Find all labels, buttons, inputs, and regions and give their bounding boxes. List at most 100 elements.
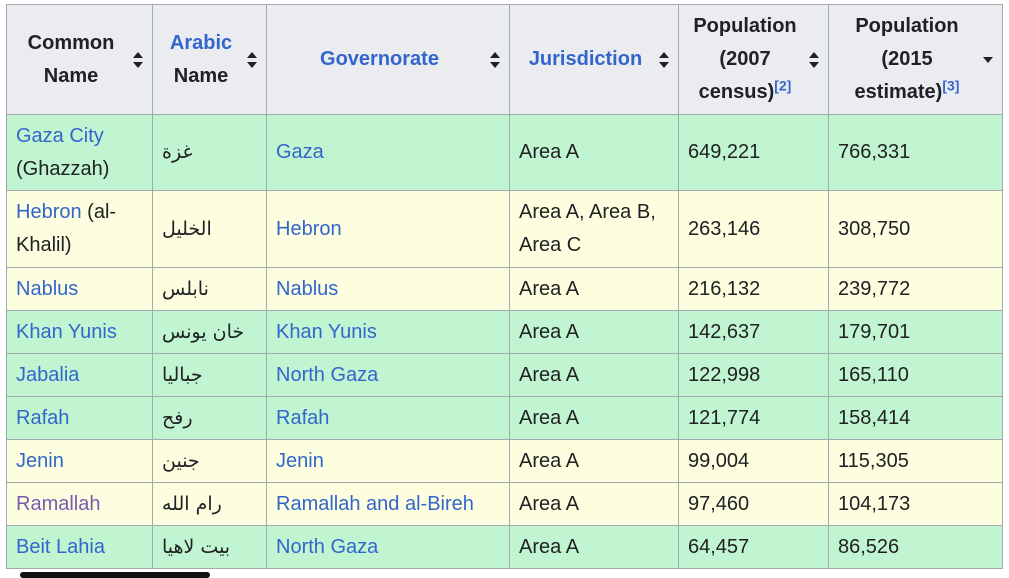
cell-arabic-name: غزة — [152, 114, 267, 191]
city-link[interactable]: Gaza City — [16, 124, 104, 147]
city-link[interactable]: Nablus — [16, 277, 79, 300]
city-link[interactable]: Jabalia — [16, 363, 80, 386]
population-2007: 122,998 — [688, 363, 761, 386]
jurisdiction-text: Area A — [519, 535, 580, 558]
cell-jurisdiction: Area A — [509, 525, 679, 569]
population-2015: 104,173 — [838, 492, 911, 515]
sort-icon[interactable] — [809, 51, 819, 68]
governorate-link[interactable]: Khan Yunis — [276, 320, 377, 343]
header-label: Population (2007 census) — [693, 15, 797, 103]
reference-link[interactable]: [3] — [942, 77, 960, 94]
population-2007: 97,460 — [688, 492, 750, 515]
scroll-indicator — [20, 572, 210, 578]
header-link-governorate[interactable]: Governorate — [320, 48, 439, 70]
cell-population-2015: 158,414 — [828, 396, 1003, 440]
cell-jurisdiction: Area A — [509, 439, 679, 483]
cell-population-2015: 239,772 — [828, 267, 1003, 311]
governorate-link[interactable]: Jenin — [276, 449, 324, 472]
cell-jurisdiction: Area A, Area B, Area C — [509, 190, 679, 268]
governorate-link[interactable]: North Gaza — [276, 535, 379, 558]
population-2007: 263,146 — [688, 217, 761, 240]
header-arabic-name[interactable]: Arabic Name — [152, 4, 267, 115]
cell-governorate: Khan Yunis — [266, 310, 510, 354]
population-2015: 158,414 — [838, 406, 911, 429]
header-population-2015[interactable]: Population (2015 estimate)[3] — [828, 4, 1003, 115]
cell-population-2015: 165,110 — [828, 353, 1003, 397]
population-2015: 86,526 — [838, 535, 900, 558]
header-link-arabic[interactable]: Arabic — [169, 31, 233, 54]
cell-governorate: North Gaza — [266, 525, 510, 569]
reference-link[interactable]: [2] — [774, 77, 792, 94]
cell-jurisdiction: Area A — [509, 353, 679, 397]
cell-population-2007: 99,004 — [678, 439, 829, 483]
cell-population-2015: 104,173 — [828, 482, 1003, 526]
city-link[interactable]: Hebron — [16, 201, 82, 223]
sort-icon[interactable] — [490, 51, 500, 68]
governorate-link[interactable]: Hebron — [276, 217, 342, 240]
cell-population-2007: 121,774 — [678, 396, 829, 440]
cell-population-2007: 216,132 — [678, 267, 829, 311]
header-label: Common Name — [27, 31, 115, 87]
population-2007: 64,457 — [688, 535, 750, 558]
header-common-name[interactable]: Common Name — [6, 4, 153, 115]
jurisdiction-text: Area A — [519, 277, 580, 300]
governorate-link[interactable]: Gaza — [276, 141, 324, 163]
population-2015: 766,331 — [838, 141, 911, 163]
arabic-name: نابلس — [162, 277, 209, 300]
cell-arabic-name: رفح — [152, 396, 267, 440]
cell-arabic-name: الخليل — [152, 190, 267, 268]
header-population-2007[interactable]: Population (2007 census)[2] — [678, 4, 829, 115]
population-2007: 99,004 — [688, 449, 750, 472]
governorate-link[interactable]: Nablus — [276, 277, 339, 300]
cell-arabic-name: خان يونس — [152, 310, 267, 354]
header-link-jurisdiction[interactable]: Jurisdiction — [528, 48, 643, 70]
governorate-link[interactable]: Ramallah and al-Bireh — [276, 492, 474, 515]
table-row: Jenin جنين Jenin Area A 99,004 115,305 — [6, 439, 1003, 483]
cell-common-name: Jenin — [6, 439, 153, 483]
cell-common-name: Gaza City (Ghazzah) — [6, 114, 153, 191]
cell-common-name: Hebron (al-Khalil) — [6, 190, 153, 268]
header-jurisdiction[interactable]: Jurisdiction — [509, 4, 679, 115]
sort-descending-icon[interactable] — [983, 52, 993, 68]
population-2007: 216,132 — [688, 277, 761, 300]
cell-jurisdiction: Area A — [509, 396, 679, 440]
governorate-link[interactable]: Rafah — [276, 406, 330, 429]
arabic-name: رفح — [162, 406, 193, 429]
governorate-link[interactable]: North Gaza — [276, 363, 379, 386]
cell-population-2007: 64,457 — [678, 525, 829, 569]
city-link[interactable]: Beit Lahia — [16, 535, 105, 558]
cell-governorate: Hebron — [266, 190, 510, 268]
jurisdiction-text: Area A — [519, 406, 580, 429]
cell-governorate: Nablus — [266, 267, 510, 311]
sort-icon[interactable] — [659, 51, 669, 68]
cell-governorate: Gaza — [266, 114, 510, 191]
city-link[interactable]: Khan Yunis — [16, 320, 117, 343]
city-link[interactable]: Jenin — [16, 449, 64, 472]
header-governorate[interactable]: Governorate — [266, 4, 510, 115]
cell-common-name: Ramallah — [6, 482, 153, 526]
city-link[interactable]: Rafah — [16, 406, 70, 429]
city-link[interactable]: Ramallah — [16, 492, 101, 515]
cell-common-name: Khan Yunis — [6, 310, 153, 354]
table-row: Nablus نابلس Nablus Area A 216,132 239,772 — [6, 267, 1003, 311]
jurisdiction-text: Area A — [519, 141, 580, 163]
cell-jurisdiction: Area A — [509, 310, 679, 354]
sort-icon[interactable] — [133, 51, 143, 68]
population-2015: 165,110 — [838, 363, 909, 386]
arabic-name: جنين — [162, 449, 200, 472]
cell-population-2007: 122,998 — [678, 353, 829, 397]
cell-population-2007: 263,146 — [678, 190, 829, 268]
cities-table: Common Name Arabic Name Governorate Juri… — [6, 4, 1003, 569]
table-row: Gaza City (Ghazzah) غزة Gaza Area A 649,221 7… — [6, 114, 1003, 191]
arabic-name: جباليا — [162, 363, 203, 386]
sort-icon[interactable] — [247, 51, 257, 68]
jurisdiction-text: Area A — [519, 363, 580, 386]
table-row: Jabalia جباليا North Gaza Area A 122,998 165,… — [6, 353, 1003, 397]
cell-governorate: Ramallah and al-Bireh — [266, 482, 510, 526]
cell-governorate: North Gaza — [266, 353, 510, 397]
cell-population-2015: 766,331 — [828, 114, 1003, 191]
cell-jurisdiction: Area A — [509, 267, 679, 311]
jurisdiction-text: Area A — [519, 449, 580, 472]
cell-jurisdiction: Area A — [509, 482, 679, 526]
table-row: Ramallah رام الله Ramallah and al-Bireh Are… — [6, 482, 1003, 526]
